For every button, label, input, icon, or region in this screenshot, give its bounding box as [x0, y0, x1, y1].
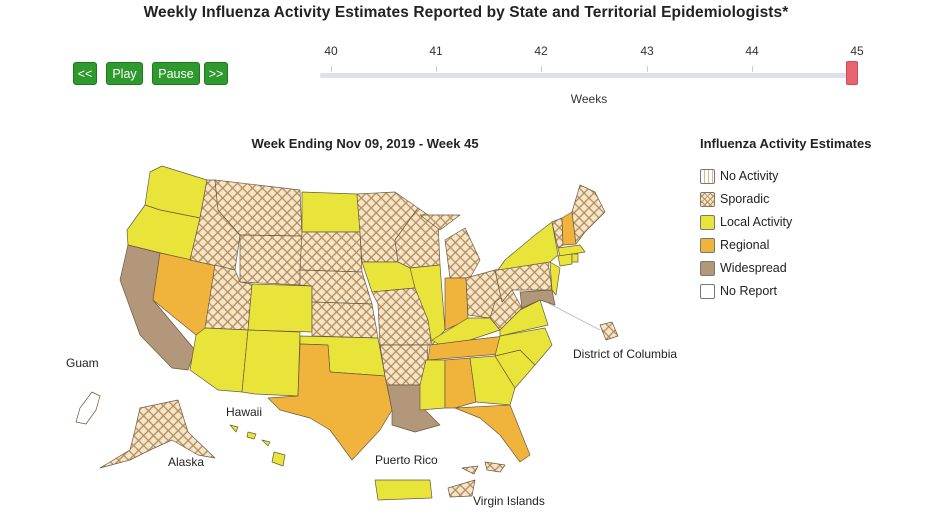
state-new-york[interactable]: [497, 221, 559, 271]
legend-item-no-activity[interactable]: No Activity: [700, 167, 778, 185]
legend-item-regional[interactable]: Regional: [700, 236, 769, 254]
guam-label: Guam: [66, 356, 99, 370]
state-michigan[interactable]: [419, 214, 481, 279]
slider-tick-label: 42: [534, 44, 548, 58]
state-mississippi[interactable]: [419, 359, 446, 411]
sporadic-swatch: [700, 191, 715, 207]
legend-item-label: Local Activity: [720, 215, 793, 229]
slider-handle[interactable]: [846, 61, 858, 85]
territory-guam[interactable]: [75, 391, 101, 425]
play-button[interactable]: Play: [106, 62, 143, 85]
state-new-jersey[interactable]: [549, 261, 561, 296]
widespread-swatch: [700, 260, 715, 276]
state-maine[interactable]: [571, 184, 606, 245]
territory-dc[interactable]: [599, 321, 619, 341]
slider-tick-label: 41: [429, 44, 443, 58]
state-arkansas[interactable]: [379, 344, 429, 386]
state-wyoming[interactable]: [239, 234, 303, 286]
previous-week-button[interactable]: <<: [73, 62, 97, 85]
next-week-button[interactable]: >>: [204, 62, 228, 85]
puerto-rico-label: Puerto Rico: [375, 453, 438, 467]
slider-tick-mark: [541, 66, 542, 72]
slider-tick-label: 44: [745, 44, 759, 58]
legend-item-label: Regional: [720, 238, 770, 252]
local-activity-swatch: [700, 214, 715, 230]
state-north-dakota[interactable]: [301, 191, 361, 233]
state-colorado[interactable]: [247, 283, 313, 333]
state-texas[interactable]: [267, 343, 393, 461]
state-arizona[interactable]: [189, 327, 249, 393]
state-north-carolina[interactable]: [494, 327, 553, 366]
state-kansas[interactable]: [311, 301, 379, 339]
regional-swatch: [700, 237, 715, 253]
state-rhode-island[interactable]: [571, 253, 579, 263]
legend-item-local-activity[interactable]: Local Activity: [700, 213, 792, 231]
slider-tick-mark: [436, 66, 437, 72]
state-florida[interactable]: [454, 404, 531, 463]
legend-item-sporadic[interactable]: Sporadic: [700, 190, 769, 208]
map-week-label: Week Ending Nov 09, 2019 - Week 45: [251, 136, 479, 151]
hawaii-label: Hawaii: [226, 405, 263, 419]
territory-puerto-rico[interactable]: [374, 479, 433, 501]
legend-item-label: No Activity: [720, 169, 779, 183]
page-title: Weekly Influenza Activity Estimates Repo…: [143, 4, 789, 21]
legend-item-no-report[interactable]: No Report: [700, 282, 777, 300]
legend-item-label: Widespread: [720, 261, 787, 275]
state-georgia[interactable]: [469, 355, 516, 406]
alaska-label: Alaska: [168, 455, 205, 469]
no-report-swatch: [700, 283, 715, 299]
territory-virgin-islands[interactable]: [447, 461, 506, 498]
legend-title: Influenza Activity Estimates: [700, 136, 872, 151]
no-activity-swatch: [700, 168, 715, 184]
legend-item-widespread[interactable]: Widespread: [700, 259, 787, 277]
state-massachusetts[interactable]: [557, 244, 586, 257]
slider-tick-mark: [647, 66, 648, 72]
legend-item-label: Sporadic: [720, 192, 770, 206]
state-maryland[interactable]: [519, 289, 556, 309]
pause-button[interactable]: Pause: [152, 62, 200, 85]
state-new-mexico[interactable]: [241, 329, 301, 397]
slider-tick-mark: [331, 66, 332, 72]
legend-item-label: No Report: [720, 284, 777, 298]
state-hawaii[interactable]: [229, 424, 286, 467]
slider-axis-label: Weeks: [570, 92, 608, 106]
state-alabama[interactable]: [444, 357, 477, 409]
slider-tick-label: 43: [640, 44, 654, 58]
state-connecticut[interactable]: [557, 253, 573, 267]
dc-label: District of Columbia: [573, 347, 678, 361]
dc-connector-line: [547, 302, 601, 331]
slider-track[interactable]: [320, 73, 858, 78]
state-alaska[interactable]: [99, 399, 216, 469]
slider-tick-label: 45: [850, 44, 864, 58]
virgin-islands-label: Virgin Islands: [473, 494, 545, 508]
slider-tick-mark: [752, 66, 753, 72]
slider-tick-label: 40: [324, 44, 338, 58]
state-south-dakota[interactable]: [299, 231, 363, 273]
